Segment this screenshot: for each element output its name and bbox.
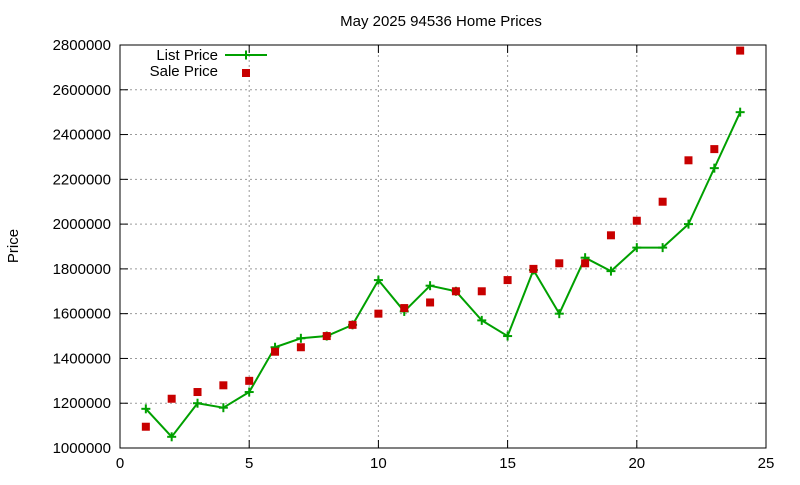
x-tick-label: 0 xyxy=(116,455,124,472)
sale-price-point xyxy=(606,231,615,240)
x-tick-label: 10 xyxy=(370,455,387,472)
series-layer xyxy=(141,46,745,442)
x-tick-label: 5 xyxy=(245,455,253,472)
list-price-point xyxy=(425,281,435,291)
sale-price-point xyxy=(658,197,667,206)
list-price-point xyxy=(373,275,383,285)
sale-price-point xyxy=(400,304,409,313)
y-tick-label: 1000000 xyxy=(53,440,111,457)
y-tick-label: 1600000 xyxy=(53,306,111,323)
sale-price-point xyxy=(348,320,357,329)
sale-price-point xyxy=(271,347,280,356)
list-price-point xyxy=(477,315,487,325)
sale-price-point xyxy=(736,46,745,55)
sale-price-point xyxy=(555,259,564,268)
list-price-point xyxy=(683,219,693,229)
sale-price-point xyxy=(477,287,486,296)
list-price-point xyxy=(296,333,306,343)
x-tick-label: 20 xyxy=(628,455,645,472)
x-tick-label: 25 xyxy=(758,455,775,472)
legend-label-list-price: List Price xyxy=(156,47,218,64)
plot-frame xyxy=(119,44,767,449)
y-tick-label: 1400000 xyxy=(53,350,111,367)
list-price-point xyxy=(503,331,513,341)
sale-price-point xyxy=(245,376,254,385)
list-price-point xyxy=(606,266,616,276)
sale-price-point xyxy=(581,259,590,268)
list-price-point xyxy=(193,398,203,408)
list-price-point xyxy=(632,243,642,253)
sale-price-point xyxy=(141,422,150,431)
y-tick-label: 2200000 xyxy=(53,171,111,188)
list-price-line xyxy=(145,111,742,438)
y-tick-label: 1200000 xyxy=(53,395,111,412)
sale-price-point xyxy=(374,309,383,318)
list-price-point xyxy=(554,309,564,319)
sale-price-point xyxy=(710,145,719,154)
list-price-point xyxy=(141,404,151,414)
grid-lines xyxy=(120,45,766,448)
x-tick-label: 15 xyxy=(499,455,516,472)
sale-price-point xyxy=(322,332,331,341)
axis-ticks: 1000000 1200000 1400000 1600000 1800000 20000… xyxy=(53,37,775,472)
sale-price-point xyxy=(451,287,460,296)
y-tick-label: 2000000 xyxy=(53,216,111,233)
sale-price-point xyxy=(529,264,538,273)
y-tick-label: 2800000 xyxy=(53,37,111,54)
sale-price-point xyxy=(426,298,435,307)
list-price-point xyxy=(709,163,719,173)
legend-marker-list-price xyxy=(241,50,251,60)
sale-price-point xyxy=(503,276,512,285)
sale-price-point xyxy=(632,216,641,225)
y-tick-label: 2600000 xyxy=(53,82,111,99)
legend-marker-sale-price xyxy=(242,69,250,77)
list-price-point xyxy=(167,432,177,442)
sale-price-point xyxy=(296,343,305,352)
y-axis-label: Price xyxy=(5,229,22,263)
chart-title: May 2025 94536 Home Prices xyxy=(340,13,542,30)
list-price-point xyxy=(658,243,668,253)
y-tick-label: 1800000 xyxy=(53,261,111,278)
legend-label-sale-price: Sale Price xyxy=(150,63,218,80)
y-tick-label: 2400000 xyxy=(53,127,111,144)
sale-price-point xyxy=(684,156,693,165)
sale-price-point xyxy=(193,388,202,397)
sale-price-point xyxy=(167,394,176,403)
list-price-point xyxy=(244,387,254,397)
list-price-point xyxy=(218,403,228,413)
list-price-point xyxy=(735,107,745,117)
sale-price-point xyxy=(219,381,228,390)
